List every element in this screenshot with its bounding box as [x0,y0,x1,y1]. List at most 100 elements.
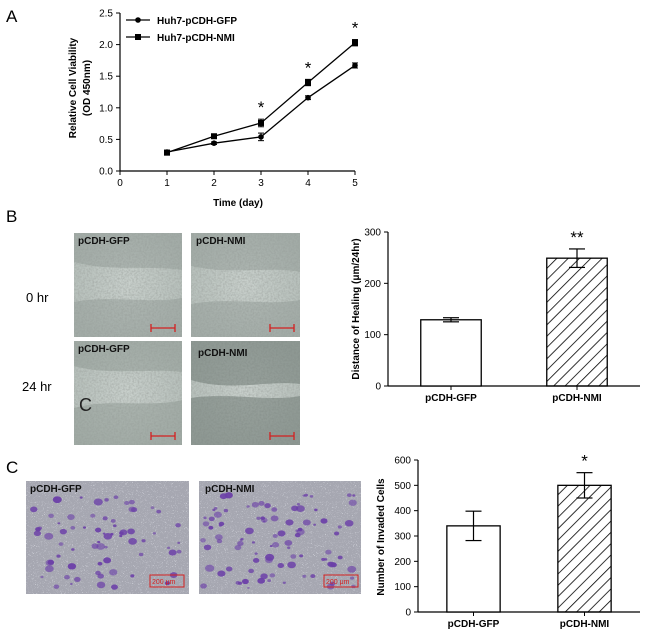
stained-cell [127,528,135,535]
stained-cell [124,500,130,506]
stained-cell [257,577,266,584]
stained-cell [200,538,206,543]
x-tick-label: 2 [211,178,217,189]
stained-cell [223,508,229,513]
stained-cell [302,519,311,526]
stained-cell [337,555,343,560]
x-tick-label: pCDH-GFP [448,619,500,630]
legend-marker-nmi [135,34,141,40]
stained-cell [111,584,118,590]
stained-cell [320,518,328,524]
stained-cell [203,516,207,520]
stained-cell [109,569,118,576]
stained-cell [270,515,279,522]
y-axis-label-line1: Relative Cell Viability [68,37,79,138]
stained-cell [296,505,305,512]
significance-marker: * [581,452,588,471]
stained-cell [212,508,216,512]
stained-cell [64,574,70,580]
stained-cell [350,576,355,580]
stained-cell [113,495,119,500]
stained-cell [104,545,108,549]
panel-letter-a: A [6,7,18,26]
stained-cell [71,548,75,551]
stained-cell [156,509,162,514]
y-tick-label: 1.0 [99,103,113,114]
legend: Huh7-pCDH-GFP Huh7-pCDH-NMI [126,16,237,44]
stained-cell [296,503,301,506]
stained-cell [256,516,261,520]
y-tick-label: 2.5 [99,9,113,20]
y-tick-label: 0 [405,608,411,619]
stained-cell [254,552,258,555]
photo-gfp-24hr: pCDH-GFP C [74,341,182,445]
stained-cell [287,561,296,569]
data-point [211,140,217,146]
stained-cell [79,496,83,499]
stained-cell [96,543,106,550]
y-tick-label: 200 [394,557,411,568]
stained-cell [323,558,328,561]
stained-cell [110,519,116,523]
y-tick-label: 500 [394,481,411,492]
legend-label-gfp: Huh7-pCDH-GFP [157,16,237,27]
stained-cell [67,514,75,520]
stained-cell [202,521,210,527]
stained-cell [310,574,316,579]
panel-letter-b: B [6,207,17,226]
stained-cell [260,573,268,580]
y-tick-label: 2.0 [99,40,113,51]
stained-cell [235,580,241,585]
stained-cell [245,527,254,535]
stained-cell [93,498,103,506]
stained-cell [150,506,155,510]
stained-cell [74,576,81,582]
stained-cell [218,521,225,527]
stained-cell [128,499,135,505]
invaded-cells-bar-chart: Number of Invaded Cells 0 100 200 300 400 500… [376,452,640,630]
stained-cell [251,501,259,508]
stained-cell [90,513,96,518]
stained-cell [347,565,357,573]
photo-gfp-0hr: pCDH-GFP [74,233,182,337]
y-axis-label-line2: (OD 450nm) [82,60,93,116]
data-point [352,39,358,46]
stained-cell [119,529,128,536]
stained-cell [269,573,276,578]
stained-cell [58,542,64,546]
y-tick-label: 100 [394,582,411,593]
stained-cell [96,581,106,589]
stained-cell [351,584,356,589]
stained-cell [213,511,222,518]
stained-cell [175,523,181,528]
stained-cell [204,564,215,572]
x-tick-label: pCDH-NMI [552,393,602,404]
stained-cell [329,581,336,586]
bar [420,319,482,387]
stained-cell [52,496,62,504]
stained-cell [251,541,256,544]
significance-marker: * [352,19,359,38]
significance-marker: * [258,98,265,117]
significance-marker: ** [570,228,584,247]
photo-label-nmi-invasion: pCDH-NMI [205,484,255,495]
stained-cell [333,531,340,536]
row-label-24hr: 24 hr [22,379,52,394]
stained-cell [54,497,58,500]
stained-cell [260,517,268,523]
stained-cell [246,586,250,589]
stained-cell [296,528,305,536]
stained-cell [203,544,212,551]
stained-cell [217,570,226,577]
stained-cell [70,582,73,585]
bar [557,484,612,613]
stained-cell [164,581,171,586]
photo-nmi-24hr: pCDH-NMI [191,341,300,445]
stained-cell [208,516,215,522]
stained-cell [246,505,250,508]
y-tick-label: 200 [364,279,381,290]
photo-label-nmi-0hr: pCDH-NMI [196,236,246,247]
stained-cell [309,495,314,498]
stained-cell [103,557,112,564]
